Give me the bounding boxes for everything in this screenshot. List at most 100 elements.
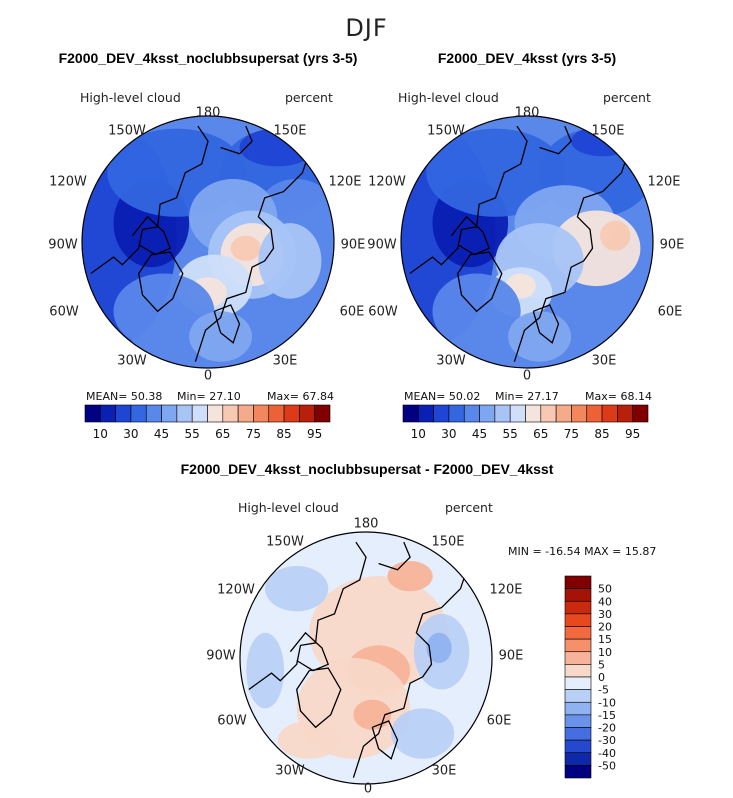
panel-1-lon-120e: 120E [328, 174, 362, 190]
panel-3-min-max: MIN = -16.54 MAX = 15.87 [508, 545, 657, 558]
panel-1-lon-60w: 60W [49, 304, 79, 320]
contour-region [426, 128, 565, 217]
panel-1-mean: MEAN= 50.38 [86, 390, 163, 403]
colorbar-tick-label: 50 [598, 583, 612, 596]
panel-2-lon-0: 0 [522, 368, 532, 384]
colorbar-box [564, 739, 592, 754]
colorbar-tick-label: 30 [123, 427, 138, 441]
panel-2-lon-30w: 30W [436, 353, 466, 369]
panel-3-lon-120e: 120E [489, 582, 523, 598]
colorbar-box [564, 638, 592, 653]
colorbar-tick-label: -20 [598, 722, 616, 735]
colorbar-tick-label: 30 [441, 427, 456, 441]
colorbar-tick-label: 85 [594, 427, 609, 441]
colorbar-tick-label: 55 [503, 427, 518, 441]
colorbar-box [564, 664, 592, 678]
panel-2-units-label: percent [603, 90, 651, 105]
colorbar-box [564, 752, 592, 766]
panel-3-lon-0: 0 [363, 781, 373, 797]
coastline [296, 667, 342, 729]
colorbar-box [564, 765, 592, 779]
coastline [539, 125, 572, 155]
coastline [213, 304, 241, 344]
colorbar-tick-label: 10 [598, 646, 612, 659]
coastline [248, 541, 367, 691]
panel-1-lon-60e: 60E [339, 304, 365, 320]
contour-region [189, 311, 253, 362]
coastline [409, 125, 528, 275]
map-field [240, 532, 492, 784]
contour-region [600, 220, 631, 251]
panel-1-title: F2000_DEV_4ksst_noclubbsupersat (yrs 3-5… [58, 50, 358, 66]
map-border [239, 531, 493, 785]
panel-2-mean: MEAN= 50.02 [404, 390, 481, 403]
panel-1-variable-label: High-level cloud [80, 90, 181, 105]
colorbar-box [564, 676, 592, 690]
coastline [138, 251, 184, 313]
panel-2-lon-120w: 120W [368, 174, 406, 190]
colorbar-tick-label: -10 [598, 696, 616, 709]
panel-2-lon-30e: 30E [591, 353, 617, 369]
colorbar-tick-label: 30 [598, 608, 612, 621]
colorbar-box [564, 651, 592, 665]
panel-2-max: Max= 68.14 [585, 390, 652, 403]
colorbar-tick-label: 10 [411, 427, 426, 441]
colorbar-box [564, 727, 592, 741]
colorbar-tick-label: 40 [598, 595, 612, 608]
coastline [90, 125, 209, 275]
panel-2-lon-120e: 120E [647, 174, 681, 190]
colorbar-box [564, 714, 592, 728]
colorbar-tick-label: -50 [598, 759, 616, 772]
panel-3-lon-30e: 30E [431, 763, 457, 779]
colorbar-box [564, 689, 592, 703]
map-border [81, 115, 335, 369]
panel-1-lon-150w: 150W [108, 123, 146, 139]
colorbar-box [564, 626, 592, 640]
colorbar-tick-label: -5 [598, 684, 609, 697]
panel-3-title: F2000_DEV_4ksst_noclubbsupersat - F2000_… [180, 461, 554, 477]
coastline [532, 304, 560, 344]
map-field [401, 116, 653, 368]
contour-region [265, 566, 329, 612]
panel-3-variable-label: High-level cloud [238, 500, 339, 515]
contour-region [246, 632, 285, 709]
colorbar-tick-label: 85 [276, 427, 291, 441]
panel-1-lon-90e: 90E [340, 237, 366, 253]
colorbar-tick-label: 95 [307, 427, 322, 441]
figure-title: DJF [345, 14, 388, 42]
panel-1-lon-120w: 120W [49, 174, 87, 190]
colorbar-box [564, 701, 592, 716]
map-border [400, 115, 654, 369]
panel-2-lon-60w: 60W [368, 304, 398, 320]
colorbar-box [632, 404, 649, 423]
coastline [352, 569, 468, 778]
colorbar-tick-label: 20 [598, 621, 612, 634]
panel-3-lon-30w: 30W [275, 763, 305, 779]
contour-region [230, 235, 261, 261]
coastline [513, 153, 629, 362]
panel-3-lon-120w: 120W [217, 582, 255, 598]
coastline [289, 631, 330, 672]
panel-3-lon-180: 180 [353, 516, 379, 532]
panel-1-max: Max= 67.84 [267, 390, 334, 403]
panel-2-lon-60e: 60E [657, 304, 683, 320]
colorbar-box [564, 613, 592, 627]
panel-3-lon-90e: 90E [498, 648, 524, 664]
colorbar-box [564, 600, 592, 615]
colorbar-tick-label: 95 [625, 427, 640, 441]
panel-3-lon-150w: 150W [266, 534, 304, 550]
panel-2-lon-90e: 90E [659, 237, 685, 253]
colorbar-tick-label: 65 [215, 427, 230, 441]
contour-region [391, 708, 455, 759]
colorbar-tick-label: -15 [598, 709, 616, 722]
coastline [131, 215, 172, 256]
colorbar-tick-label: 15 [598, 633, 612, 646]
panel-2-min: Min= 27.17 [495, 390, 559, 403]
colorbar-tick-label: 65 [533, 427, 548, 441]
colorbar-tick-label: 45 [154, 427, 169, 441]
contour-region [508, 311, 572, 362]
panel-1-lon-180: 180 [195, 105, 221, 121]
colorbar-tick-label: 55 [185, 427, 200, 441]
